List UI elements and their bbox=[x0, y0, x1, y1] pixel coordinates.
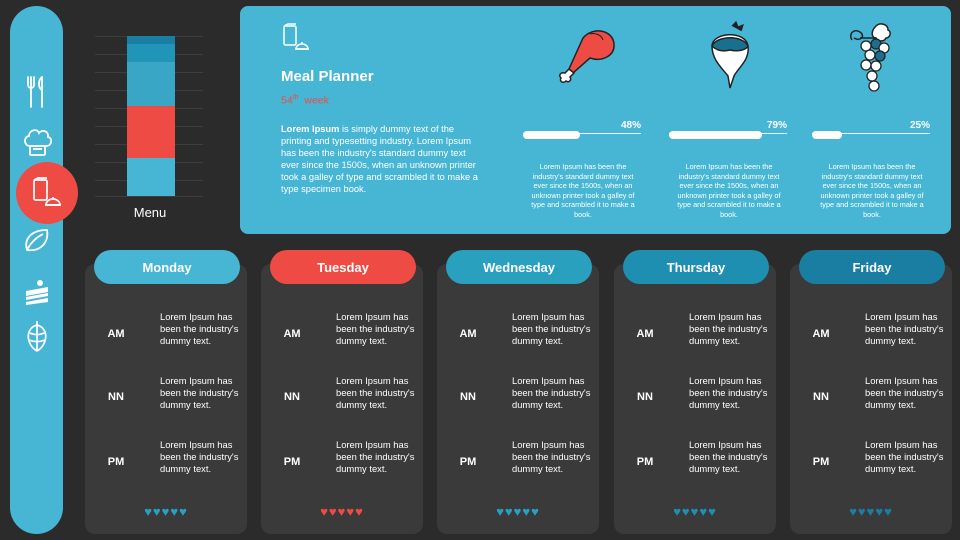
meal-planner-panel: Meal Planner 54th week Lorem Ipsum is si… bbox=[240, 6, 951, 234]
slot-label-am: AM bbox=[636, 328, 654, 340]
slot-label-am: AM bbox=[107, 328, 125, 340]
slot-label-am: AM bbox=[283, 328, 301, 340]
fork-knife-icon[interactable] bbox=[24, 74, 50, 110]
food-percent: 79% bbox=[766, 120, 787, 131]
heart-rating[interactable]: ♥♥♥♥♥ bbox=[320, 504, 364, 519]
meal-planner-icon[interactable] bbox=[16, 162, 78, 224]
slot-label-pm: PM bbox=[107, 456, 125, 468]
slot-text-nn: Lorem Ipsum has been the industry's dumm… bbox=[336, 375, 415, 410]
menu-chart: Menu bbox=[95, 20, 205, 220]
planner-icon bbox=[282, 23, 312, 58]
heart-rating[interactable]: ♥♥♥♥♥ bbox=[849, 504, 893, 519]
planner-desc-bold: Lorem Ipsum bbox=[281, 124, 340, 134]
day-card-thursday: AM Lorem Ipsum has been the industry's d… bbox=[614, 264, 776, 534]
slot-label-nn: NN bbox=[637, 391, 653, 403]
week-number: 54 bbox=[281, 94, 293, 107]
sidebar bbox=[10, 6, 78, 534]
progress-fill bbox=[523, 131, 580, 139]
slot-text-pm: Lorem Ipsum has been the industry's dumm… bbox=[689, 439, 768, 474]
slot-label-pm: PM bbox=[636, 456, 654, 468]
heart-rating[interactable]: ♥♥♥♥♥ bbox=[496, 504, 540, 519]
heart-rating[interactable]: ♥♥♥♥♥ bbox=[144, 504, 188, 519]
menu-bar-segment bbox=[127, 44, 175, 62]
food-description: Lorem Ipsum has been the industry's stan… bbox=[677, 162, 781, 219]
progress-fill bbox=[812, 131, 842, 139]
grapes-icon bbox=[812, 20, 932, 100]
slot-text-am: Lorem Ipsum has been the industry's dumm… bbox=[336, 311, 415, 346]
day-card-wednesday: AM Lorem Ipsum has been the industry's d… bbox=[437, 264, 599, 534]
slot-text-am: Lorem Ipsum has been the industry's dumm… bbox=[865, 311, 944, 346]
slot-label-am: AM bbox=[812, 328, 830, 340]
tab-friday[interactable]: Friday bbox=[799, 250, 945, 284]
slot-text-nn: Lorem Ipsum has been the industry's dumm… bbox=[160, 375, 239, 410]
slot-text-nn: Lorem Ipsum has been the industry's dumm… bbox=[689, 375, 768, 410]
menu-bar-segment bbox=[127, 157, 175, 196]
planner-week: 54th week bbox=[281, 94, 329, 107]
slot-label-nn: NN bbox=[813, 391, 829, 403]
food-percent: 48% bbox=[620, 120, 641, 131]
menu-gridline bbox=[95, 196, 203, 197]
menu-stacked-bar bbox=[127, 36, 175, 196]
slot-label-am: AM bbox=[459, 328, 477, 340]
menu-bar-segment bbox=[127, 106, 175, 158]
tab-tuesday[interactable]: Tuesday bbox=[270, 250, 416, 284]
slot-text-nn: Lorem Ipsum has been the industry's dumm… bbox=[512, 375, 591, 410]
tab-thursday[interactable]: Thursday bbox=[623, 250, 769, 284]
slot-label-pm: PM bbox=[459, 456, 477, 468]
progress-track bbox=[523, 133, 641, 134]
day-card-tuesday: AM Lorem Ipsum has been the industry's d… bbox=[261, 264, 423, 534]
slot-label-nn: NN bbox=[284, 391, 300, 403]
tab-wednesday[interactable]: Wednesday bbox=[446, 250, 592, 284]
menu-bar-segment bbox=[127, 36, 175, 44]
planner-description: Lorem Ipsum is simply dummy text of the … bbox=[281, 123, 479, 195]
food-description: Lorem Ipsum has been the industry's stan… bbox=[531, 162, 635, 219]
slot-label-pm: PM bbox=[812, 456, 830, 468]
slot-text-nn: Lorem Ipsum has been the industry's dumm… bbox=[865, 375, 944, 410]
week-suffix: th bbox=[292, 94, 299, 101]
progress-track bbox=[812, 133, 930, 134]
menu-label[interactable]: Menu bbox=[133, 205, 167, 220]
slot-text-am: Lorem Ipsum has been the industry's dumm… bbox=[689, 311, 768, 346]
day-card-monday: AM Lorem Ipsum has been the industry's d… bbox=[85, 264, 247, 534]
slot-text-pm: Lorem Ipsum has been the industry's dumm… bbox=[336, 439, 415, 474]
hops-icon[interactable] bbox=[24, 318, 50, 354]
menu-bar-segment bbox=[127, 61, 175, 107]
cake-slice-icon[interactable] bbox=[23, 274, 51, 310]
food-percent: 25% bbox=[909, 120, 930, 131]
planner-desc-text: is simply dummy text of the printing and… bbox=[281, 124, 478, 194]
leaf-icon[interactable] bbox=[21, 222, 53, 258]
turnip-icon bbox=[669, 20, 789, 100]
slot-text-am: Lorem Ipsum has been the industry's dumm… bbox=[160, 311, 239, 346]
slot-text-pm: Lorem Ipsum has been the industry's dumm… bbox=[160, 439, 239, 474]
chef-hat-icon[interactable] bbox=[22, 124, 52, 160]
slot-text-am: Lorem Ipsum has been the industry's dumm… bbox=[512, 311, 591, 346]
slot-text-pm: Lorem Ipsum has been the industry's dumm… bbox=[865, 439, 944, 474]
progress-fill bbox=[669, 131, 762, 139]
week-label: week bbox=[304, 94, 329, 107]
slot-label-pm: PM bbox=[283, 456, 301, 468]
day-card-friday: AM Lorem Ipsum has been the industry's d… bbox=[790, 264, 952, 534]
heart-rating[interactable]: ♥♥♥♥♥ bbox=[673, 504, 717, 519]
food-description: Lorem Ipsum has been the industry's stan… bbox=[820, 162, 924, 219]
slot-label-nn: NN bbox=[108, 391, 124, 403]
slot-label-nn: NN bbox=[460, 391, 476, 403]
slot-text-pm: Lorem Ipsum has been the industry's dumm… bbox=[512, 439, 591, 474]
chicken-leg-icon bbox=[523, 20, 643, 100]
tab-monday[interactable]: Monday bbox=[94, 250, 240, 284]
planner-title: Meal Planner bbox=[281, 68, 374, 85]
